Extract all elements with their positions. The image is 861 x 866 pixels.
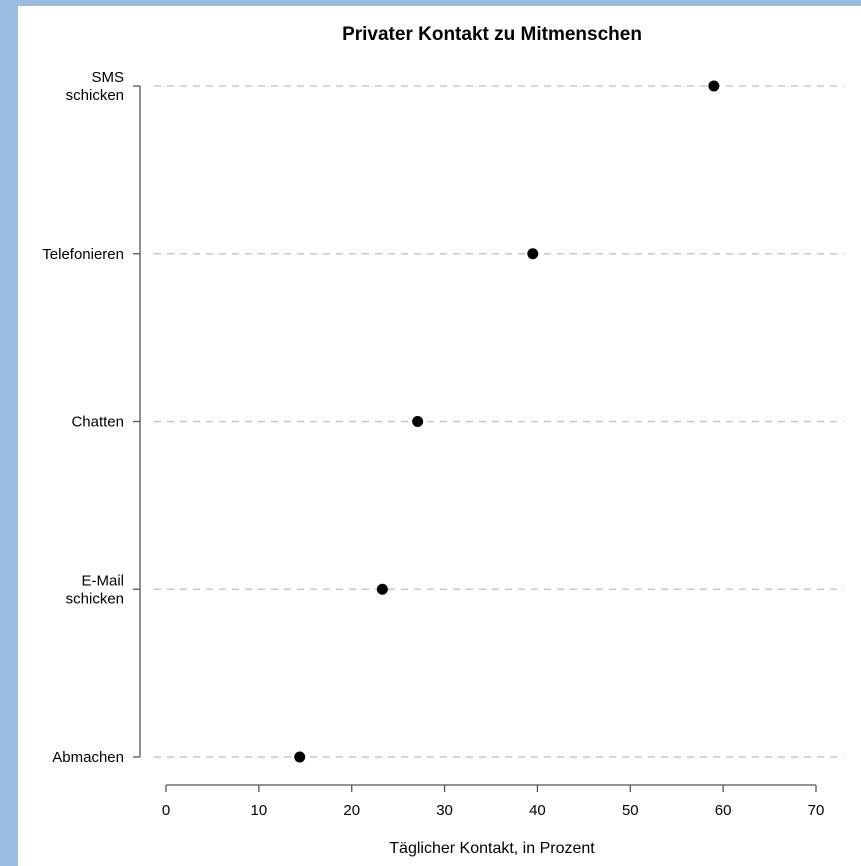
- category-label: E-Mail schicken: [66, 572, 124, 607]
- y-axis-labels: SMS schicken Telefonieren Chatten E-Mail schi…: [42, 69, 124, 766]
- category-label: SMS schicken: [66, 69, 124, 104]
- category-label: Abmachen: [52, 749, 124, 766]
- data-point: [294, 751, 306, 763]
- chart-title: Privater Kontakt zu Mitmenschen: [342, 24, 642, 45]
- category-label: Telefonieren: [42, 246, 124, 263]
- data-points: [294, 80, 720, 763]
- dot-chart: Privater Kontakt zu Mitmenschen SMS schic…: [42, 24, 844, 857]
- x-tick-label: 0: [162, 802, 170, 819]
- x-tick-label: 70: [808, 802, 825, 819]
- category-label: Chatten: [71, 414, 124, 431]
- x-tick-label: 50: [622, 802, 639, 819]
- x-tick-label: 30: [436, 802, 453, 819]
- x-tick-label: 60: [715, 802, 732, 819]
- data-point: [412, 416, 424, 427]
- data-point: [708, 80, 720, 92]
- data-point: [376, 583, 388, 595]
- grid-lines: [154, 85, 844, 758]
- y-axis-ticks: [133, 85, 140, 758]
- data-point: [527, 248, 539, 260]
- x-axis-ticks: 0 10 20 30 40 50 60 70: [162, 785, 825, 819]
- x-tick-label: 10: [251, 802, 268, 819]
- chart-panel: Privater Kontakt zu Mitmenschen SMS schic…: [18, 6, 861, 866]
- x-axis-title: Täglicher Kontakt, in Prozent: [389, 840, 595, 857]
- x-tick-label: 20: [343, 802, 360, 819]
- x-tick-label: 40: [529, 802, 546, 819]
